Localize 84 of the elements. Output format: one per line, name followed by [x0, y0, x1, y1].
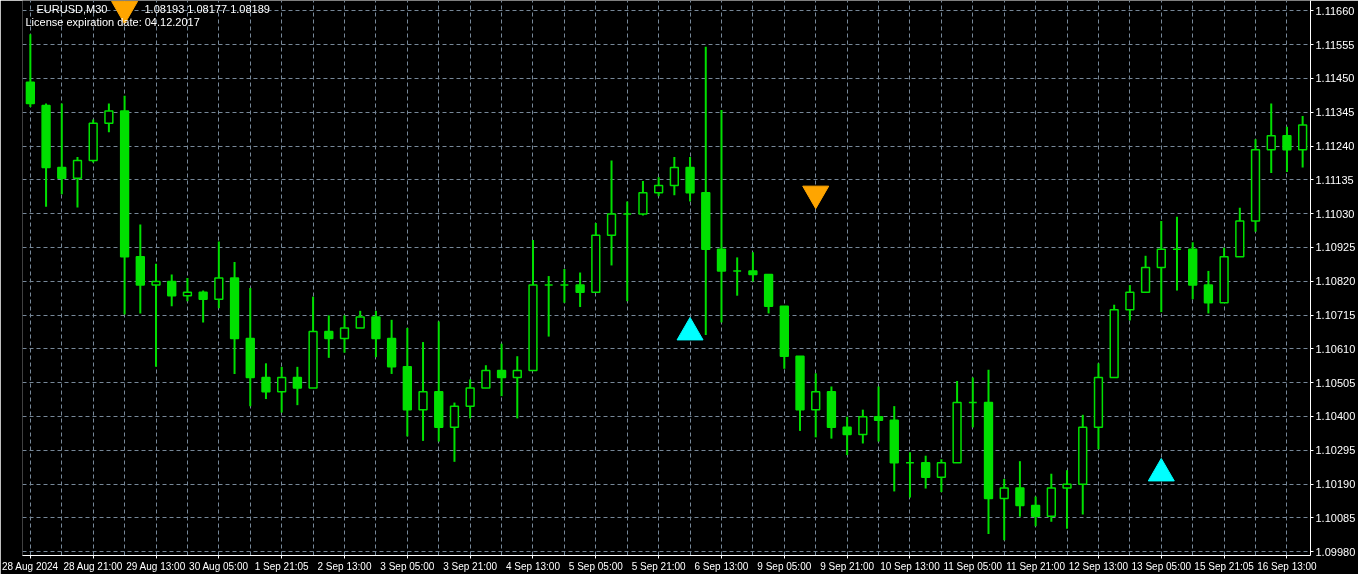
- x-tick-label: 13 Sep 05:00: [1131, 560, 1192, 572]
- candlestick: [842, 415, 852, 457]
- candlestick: [716, 108, 727, 324]
- annotation: License expiration date: 04.12.2017: [25, 15, 200, 28]
- y-tick-label: 1.11030: [1315, 207, 1355, 220]
- candlestick: [1125, 284, 1135, 322]
- candlestick: [936, 458, 947, 494]
- x-tick-label: 1 Sep 21:05: [254, 560, 310, 572]
- x-tick-label: 12 Sep 13:00: [1068, 560, 1129, 572]
- candlestick: [1030, 495, 1041, 528]
- candlestick: [198, 289, 208, 324]
- candlestick: [182, 277, 193, 303]
- y-tick-label: 1.10190: [1315, 478, 1356, 491]
- y-tick-label: 1.11660: [1315, 4, 1355, 17]
- candlestick: [999, 477, 1009, 542]
- x-tick-label: 30 Aug 05:00: [189, 560, 249, 572]
- x-tick-label: 10 Sep 13:00: [880, 560, 941, 572]
- candlestick: [811, 372, 821, 439]
- candlestick: [638, 180, 648, 217]
- candlestick: [653, 176, 664, 198]
- candlestick: [214, 240, 224, 310]
- y-tick-label: 1.10295: [1315, 444, 1356, 457]
- y-tick-label: 1.09980: [1315, 545, 1356, 558]
- candlestick: [1266, 102, 1276, 175]
- chart-title: EURUSD,M30: [36, 2, 108, 15]
- candlestick: [339, 314, 350, 354]
- candlestick: [72, 155, 83, 209]
- candlestick: [1062, 469, 1072, 530]
- candlestick: [418, 341, 428, 442]
- candlestick: [512, 355, 522, 420]
- candlestick: [1203, 269, 1214, 315]
- y-tick-label: 1.11240: [1315, 140, 1355, 153]
- y-tick-label: 1.11345: [1315, 106, 1355, 119]
- x-tick-label: 5 Sep 05:00: [568, 560, 624, 572]
- candlestick: [151, 262, 161, 368]
- candlestick: [873, 385, 884, 443]
- y-tick-label: 1.11555: [1315, 38, 1355, 51]
- candlestick: [25, 33, 36, 109]
- x-tick-label: 29 Aug 13:00: [126, 560, 186, 572]
- candlestick: [449, 401, 460, 463]
- y-tick-label: 1.10820: [1315, 275, 1356, 288]
- candlestick: [575, 271, 585, 308]
- candlestick: [104, 102, 114, 134]
- candlestick: [371, 309, 381, 359]
- x-tick-label: 11 Sep 21:00: [1006, 560, 1066, 572]
- x-tick-label: 3 Sep 05:00: [380, 560, 435, 572]
- x-tick-label: 15 Sep 21:05: [1194, 560, 1255, 572]
- candlestick: [324, 314, 334, 359]
- y-tick-label: 1.10610: [1315, 342, 1356, 355]
- candlestick: [57, 102, 67, 196]
- y-tick-label: 1.10715: [1315, 309, 1356, 322]
- x-tick-label: 3 Sep 21:00: [443, 560, 498, 572]
- candlestick: [920, 454, 931, 490]
- x-tick-label: 9 Sep 21:00: [820, 560, 875, 572]
- candlestick: [292, 365, 303, 407]
- candlestick: [276, 365, 287, 414]
- candlestick: [167, 273, 177, 308]
- candlestick: [748, 251, 758, 283]
- y-tick-label: 1.10400: [1315, 410, 1356, 423]
- x-tick-label: 4 Sep 13:00: [506, 560, 561, 572]
- candlestick: [481, 364, 491, 390]
- candlestick: [1282, 125, 1292, 174]
- x-tick-label: 11 Sep 05:00: [943, 560, 1003, 572]
- candlestick: [261, 362, 271, 401]
- x-tick-label: 28 Aug 21:00: [63, 560, 123, 572]
- x-tick-label: 28 Aug 2024: [1, 560, 59, 572]
- y-tick-label: 1.10085: [1315, 511, 1356, 524]
- candlestick: [496, 342, 507, 398]
- candlestick: [465, 378, 475, 420]
- y-tick-label: 1.10505: [1315, 376, 1356, 389]
- x-tick-label: 16 Sep 13:00: [1257, 560, 1318, 572]
- y-tick-label: 1.10925: [1315, 241, 1356, 254]
- x-tick-label: 2 Sep 13:00: [317, 560, 372, 572]
- candlestick: [669, 155, 680, 197]
- candlestick: [858, 408, 868, 445]
- y-tick-label: 1.11450: [1315, 72, 1355, 85]
- x-tick-label: 9 Sep 05:00: [757, 560, 812, 572]
- candlestick: [1156, 220, 1166, 314]
- candlestick: [1015, 460, 1025, 518]
- y-tick-label: 1.11135: [1315, 173, 1354, 186]
- x-tick-label: 6 Sep 13:00: [694, 560, 749, 572]
- candlestick: [606, 159, 617, 267]
- x-tick-label: 5 Sep 21:00: [631, 560, 687, 572]
- annotation: 1.08193 1.08177 1.08189: [144, 2, 270, 15]
